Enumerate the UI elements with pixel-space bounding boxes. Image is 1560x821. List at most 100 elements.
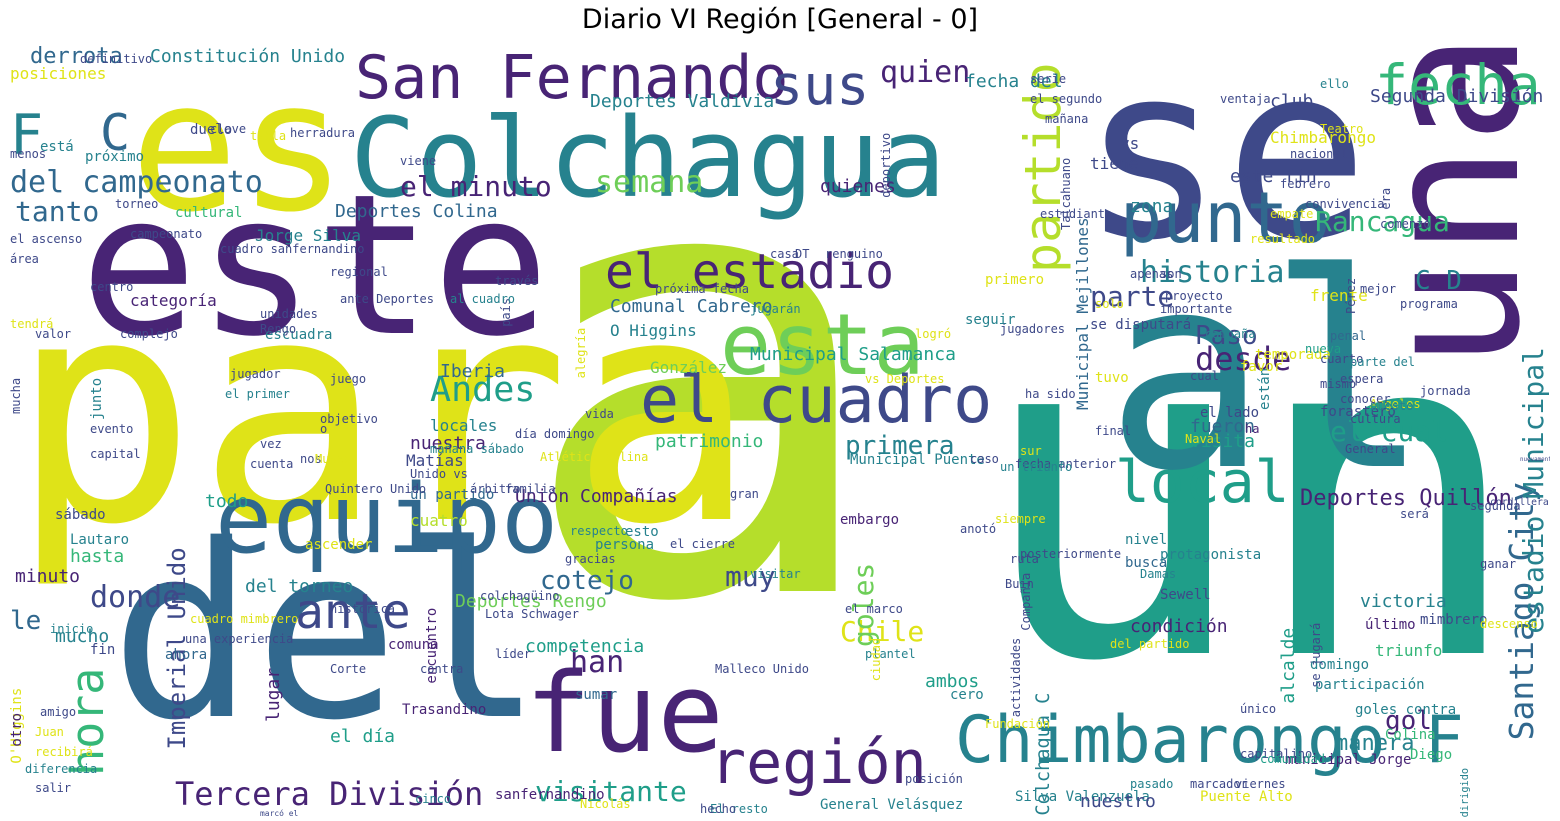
word-lider: líder	[495, 647, 532, 661]
word-equipo: equipo	[215, 465, 559, 575]
word-dt: DT	[795, 247, 810, 261]
word-forastero: forastero	[1320, 404, 1396, 420]
word-c: C	[100, 104, 131, 162]
word-duelo: duelo	[190, 122, 233, 138]
word-un-partido: un partido	[410, 487, 495, 503]
word-ventaja: ventaja	[1220, 92, 1271, 106]
word-menos: menos	[10, 147, 47, 161]
word-f: F	[10, 103, 44, 167]
word-deportes-quillon: Deportes Quillón	[1300, 486, 1512, 511]
word-mucho: mucho	[55, 626, 110, 647]
word-visitar: visitar	[750, 567, 801, 581]
word-alcalde: alcalde	[1278, 627, 1299, 704]
word-patrimonio: patrimonio	[655, 431, 764, 452]
word-capitalino: capitalino	[1240, 747, 1313, 761]
word-ello: ello	[1320, 77, 1349, 91]
word-penal: penal	[1330, 329, 1367, 343]
word-estadio-municipal: estadio Municipal	[1517, 347, 1550, 634]
word-el-estadio: el estadio	[605, 244, 894, 300]
word-cotejo: cotejo	[540, 566, 634, 596]
word-evento: evento	[90, 422, 134, 436]
word-categoria: categoría	[130, 291, 217, 310]
word-tanto: tanto	[15, 195, 100, 228]
word-teatro: Teatro	[1320, 122, 1364, 136]
word-fin: fin	[90, 642, 116, 658]
word-regional: regional	[330, 265, 388, 279]
word-manana: mañana	[1045, 112, 1089, 126]
word-este: este	[80, 152, 550, 379]
word-traves: través	[495, 274, 539, 288]
word-protagonista: protagonista	[1160, 547, 1262, 563]
word-conocer: conocer	[1340, 392, 1391, 406]
word-malleco-unido: Malleco Unido	[715, 662, 809, 676]
word-campeonato: campeonato	[130, 227, 203, 241]
word-cuatro: cuatro	[410, 511, 468, 530]
word-comunal-cabrero: Comunal Cabrero	[610, 296, 773, 317]
word-centro: centro	[90, 280, 134, 294]
word-espera: espera	[1340, 372, 1384, 386]
word-a: a	[515, 38, 889, 738]
word-semana: semana	[595, 165, 704, 200]
word-descenso: descenso	[1480, 617, 1538, 631]
word-san-fernando: San Fernando	[355, 43, 789, 113]
word-o-higgins: O Higgins	[610, 321, 697, 340]
word-quien: quien	[880, 55, 971, 90]
word-fecha-anterior: fecha anterior	[1015, 457, 1117, 471]
word-matias: Matías	[406, 451, 464, 470]
word-dirigido: dirigido	[1459, 767, 1471, 818]
word-objetivo: objetivo	[320, 412, 378, 426]
word-pasado: pasado	[1130, 777, 1174, 791]
word-local: local	[1115, 448, 1290, 516]
word-comunidad: comunidad	[1260, 752, 1326, 766]
word-desde: desde	[1195, 340, 1292, 378]
word-una-experiencia: una experiencia	[185, 632, 294, 646]
word-tiene: tiene	[1090, 154, 1139, 173]
word-esto: esto	[625, 524, 659, 540]
word-programa: programa	[1400, 297, 1458, 311]
word-todo: todo	[205, 491, 249, 512]
word-fecha-del: fecha del	[965, 71, 1063, 92]
word-comuna: comuna	[388, 637, 439, 653]
word-persona: persona	[595, 537, 655, 553]
word-el-cual: el cual	[1330, 415, 1449, 448]
word-corte: Corte	[330, 662, 367, 676]
word-municipal-jorge: municipal Jorge	[1285, 752, 1412, 768]
word-cuenta: cuenta	[250, 457, 294, 471]
word-salir: salir	[35, 781, 72, 795]
word-municipal-salamanca: Municipal Salamanca	[750, 344, 956, 365]
word-juego: juego	[330, 372, 367, 386]
word-plantel: plantel	[865, 647, 916, 661]
word-cuadro-mimbrero: cuadro mimbrero	[190, 612, 299, 626]
page-title: Diario VI Región [General - 0]	[581, 4, 979, 35]
word-donde: donde	[90, 580, 181, 615]
word-temporada: temporada	[1255, 347, 1331, 363]
word-zona: zona	[1130, 196, 1174, 217]
word-ambos: ambos	[925, 671, 980, 692]
word-sur: sur	[1020, 444, 1042, 458]
word-cuadro-sanfernandino: cuadro sanfernandino	[220, 242, 365, 256]
word-seguir: seguir	[965, 312, 1016, 328]
word-gol: gol	[1385, 706, 1432, 736]
word-siempre: siempre	[995, 512, 1046, 526]
word-el-dia: el día	[330, 726, 396, 747]
word-club: club	[1270, 91, 1314, 112]
word-nuevamente: nuevamente	[1520, 457, 1550, 463]
word-punto: punto	[1120, 177, 1331, 259]
word-el-cierre: el cierre	[670, 537, 736, 551]
word-ultimo: último	[1365, 617, 1416, 633]
word-minuto: minuto	[15, 566, 81, 587]
word-cloud: a un se para una al este del es Colchagua fue equip…	[10, 38, 1550, 818]
word-primero: primero	[985, 272, 1045, 288]
word-logro: logró	[915, 327, 952, 341]
word-busca: busca	[1125, 555, 1168, 571]
word-silva-valenzuela: Silva Valenzuela	[1015, 789, 1150, 805]
word-triunfo: triunfo	[1375, 641, 1443, 660]
word-herradura: herradura	[290, 126, 356, 140]
word-o: o	[320, 422, 328, 436]
word-colchagua: Colchagua	[350, 94, 947, 222]
word-gran: gran	[730, 487, 759, 501]
word-colchaguino: colchagüino	[480, 589, 560, 603]
word-mismo: mismo	[1320, 377, 1357, 391]
word-c-d: C D	[1415, 266, 1462, 296]
word-el-ascenso: el ascenso	[10, 232, 83, 246]
